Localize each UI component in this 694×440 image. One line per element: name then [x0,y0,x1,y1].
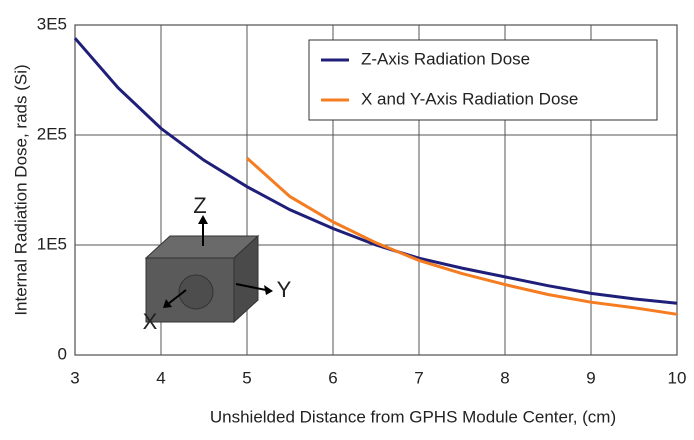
x-axis-label: Unshielded Distance from GPHS Module Cen… [210,407,616,426]
x-tick-label: 5 [242,368,251,387]
inset-label: Y [277,277,292,302]
inset-label: X [143,309,158,334]
y-tick-label: 1E5 [37,234,67,253]
y-axis-label: Internal Radiation Dose, rads (Si) [11,64,30,315]
x-tick-label: 4 [156,368,165,387]
x-tick-label: 6 [328,368,337,387]
x-tick-label: 3 [70,368,79,387]
y-tick-label: 0 [58,344,67,363]
x-tick-label: 8 [500,368,509,387]
legend-label: Z-Axis Radiation Dose [361,49,530,68]
x-tick-label: 7 [414,368,423,387]
chart: Unshielded Distance from GPHS Module Cen… [0,0,694,435]
x-tick-label: 9 [586,368,595,387]
y-tick-label: 3E5 [37,14,67,33]
y-tick-label: 2E5 [37,124,67,143]
inset-label: Z [193,193,206,218]
legend-label: X and Y-Axis Radiation Dose [361,89,578,108]
x-tick-label: 10 [668,368,687,387]
